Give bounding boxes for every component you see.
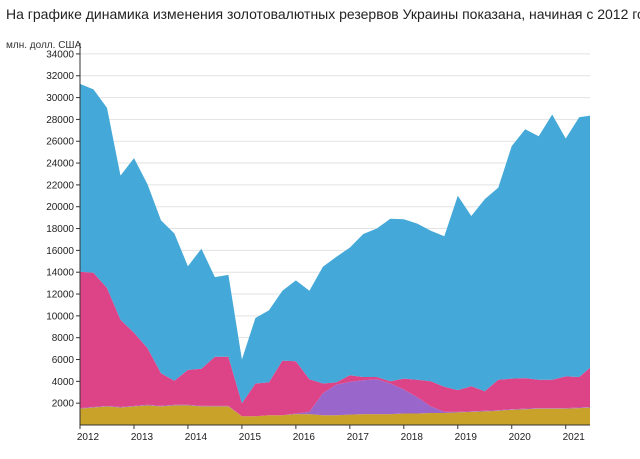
y-tick-label-14000: 14000 xyxy=(46,268,74,279)
y-tick-label-34000: 34000 xyxy=(46,49,74,60)
x-tick-label-2019: 2019 xyxy=(455,432,478,443)
y-tick-labels: 2000 4000 6000 8000 10000 12000 14000 16000 1800… xyxy=(46,49,80,410)
y-axis-unit-label: млн. долл. США xyxy=(6,40,82,51)
x-tick-label-2015: 2015 xyxy=(239,432,262,443)
y-tick-label-6000: 6000 xyxy=(52,355,75,366)
x-tick-label-2021: 2021 xyxy=(563,432,586,443)
y-tick-label-10000: 10000 xyxy=(46,311,74,322)
page-heading: На графике динамика изменения золотовалю… xyxy=(6,6,640,22)
x-tick-label-2014: 2014 xyxy=(185,432,208,443)
y-tick-label-24000: 24000 xyxy=(46,159,74,170)
axes xyxy=(79,43,590,426)
y-tick-label-16000: 16000 xyxy=(46,246,74,257)
area-series-3 xyxy=(80,271,590,417)
x-tick-label-2013: 2013 xyxy=(131,432,154,443)
y-tick-label-28000: 28000 xyxy=(46,115,74,126)
x-tick-label-2012: 2012 xyxy=(77,432,100,443)
x-tick-labels: 2012 2013 2014 2015 2016 2017 2018 2019 2020 2021 xyxy=(77,425,585,443)
y-tick-label-18000: 18000 xyxy=(46,224,74,235)
y-tick-label-4000: 4000 xyxy=(52,377,75,388)
x-tick-label-2016: 2016 xyxy=(293,432,316,443)
y-tick-label-8000: 8000 xyxy=(52,333,75,344)
y-tick-label-22000: 22000 xyxy=(46,180,74,191)
y-tick-label-20000: 20000 xyxy=(46,202,74,213)
y-tick-label-32000: 32000 xyxy=(46,71,74,82)
y-tick-label-26000: 26000 xyxy=(46,137,74,148)
area-series-4 xyxy=(80,83,590,404)
x-tick-label-2017: 2017 xyxy=(347,432,370,443)
x-tick-label-2018: 2018 xyxy=(401,432,424,443)
stacked-areas xyxy=(80,83,590,425)
y-tick-label-2000: 2000 xyxy=(52,399,75,410)
y-tick-label-30000: 30000 xyxy=(46,93,74,104)
x-tick-label-2020: 2020 xyxy=(509,432,532,443)
y-tick-label-12000: 12000 xyxy=(46,290,74,301)
area-series-2 xyxy=(80,379,590,417)
